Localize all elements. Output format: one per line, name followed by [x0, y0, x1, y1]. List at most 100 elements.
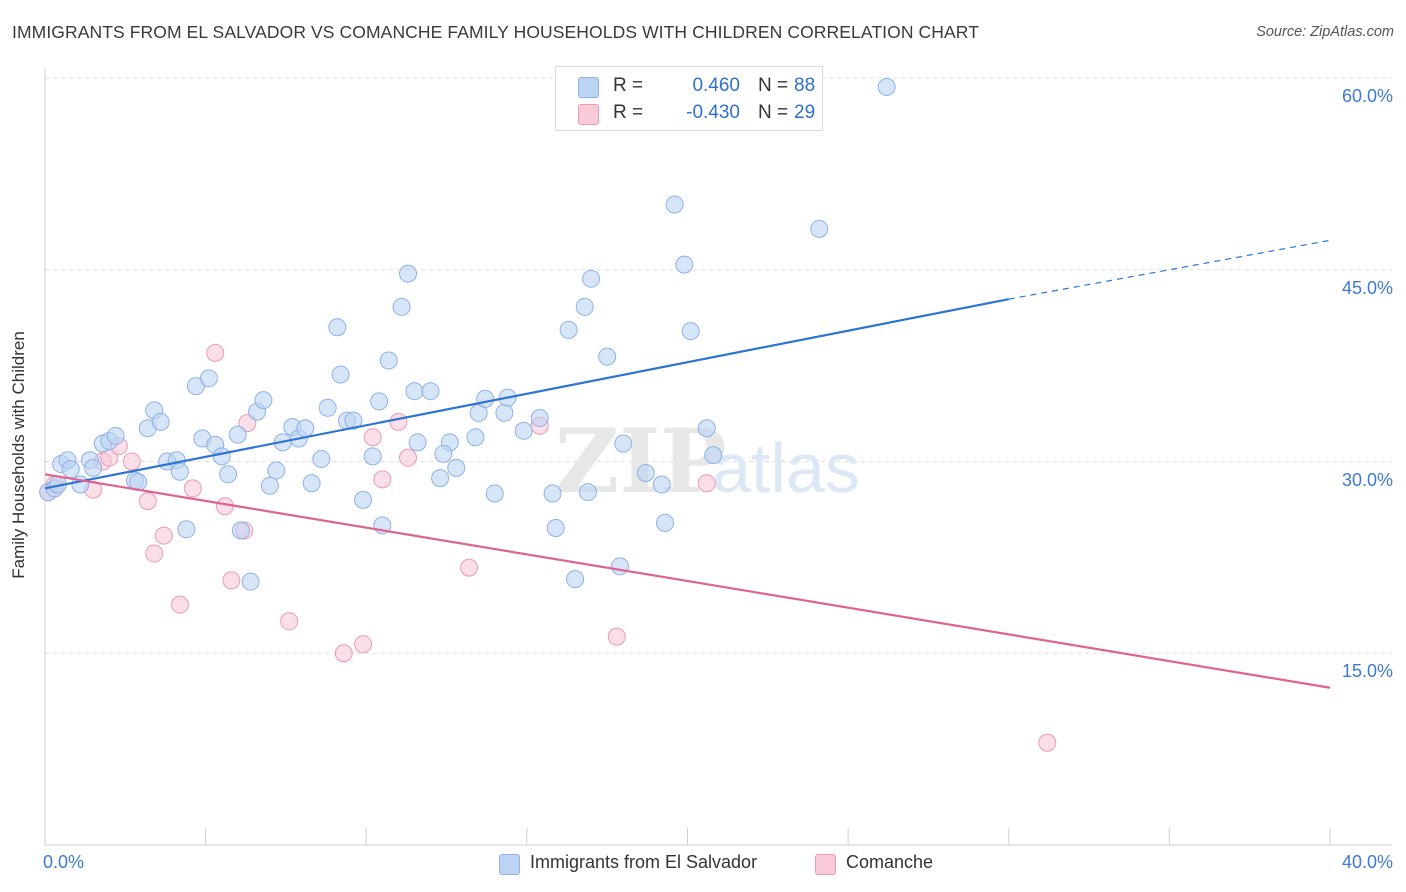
el-salvador-point [530, 409, 549, 428]
comanche-point [170, 595, 189, 614]
n-value: 88 [794, 75, 816, 96]
comanche-point [1038, 733, 1057, 752]
el-salvador-point [151, 412, 170, 431]
comanche-point [389, 412, 408, 431]
el-salvador-point [495, 403, 514, 422]
el-salvador-points [39, 77, 896, 591]
el-salvador-point [318, 398, 337, 417]
comanche-point [354, 635, 373, 654]
comanche-point [206, 343, 225, 362]
comanche-point [607, 627, 626, 646]
y-tick-label: 45.0% [1341, 277, 1393, 298]
el-salvador-point [354, 490, 373, 509]
comanche-point [122, 452, 141, 471]
el-salvador-point [466, 428, 485, 447]
el-salvador-point [379, 351, 398, 370]
el-salvador-point [447, 458, 466, 477]
el-salvador-point [231, 521, 250, 540]
comanche-point [145, 544, 164, 563]
el-salvador-point [636, 464, 655, 483]
el-salvador-point [575, 297, 594, 316]
el-salvador-point [697, 419, 716, 438]
el-salvador-trend-line [44, 298, 1009, 490]
el-salvador-point [656, 513, 675, 532]
el-salvador-point [212, 447, 231, 466]
el-salvador-point [260, 476, 279, 495]
el-salvador-point [681, 322, 700, 341]
el-salvador-point [408, 433, 427, 452]
el-salvador-point [598, 347, 617, 366]
blue-swatch [578, 77, 599, 98]
el-salvador-point [61, 460, 80, 479]
el-salvador-point [559, 320, 578, 339]
n-label: N = [758, 75, 789, 96]
el-salvador-point [665, 195, 684, 214]
el-salvador-point [421, 382, 440, 401]
el-salvador-point [241, 572, 260, 591]
el-salvador-point [302, 474, 321, 493]
r-value: -0.430 [686, 102, 740, 123]
comanche-point [460, 558, 479, 577]
el-salvador-point [476, 389, 495, 408]
legend-label: Immigrants from El Salvador [530, 852, 758, 872]
el-salvador-point [267, 461, 286, 480]
el-salvador-point [106, 426, 125, 445]
source-label: Source: ZipAtlas.com [1256, 24, 1394, 40]
el-salvador-point [546, 518, 565, 537]
comanche-point [222, 571, 241, 590]
comanche-point [138, 492, 157, 511]
el-salvador-point [296, 419, 315, 438]
n-label: N = [758, 102, 789, 123]
x-tick-label: 0.0% [43, 852, 85, 872]
el-salvador-point [582, 269, 601, 288]
el-salvador-point [578, 483, 597, 502]
comanche-point [373, 470, 392, 489]
pink-swatch [578, 104, 599, 125]
zipatlas-watermark: ZIP atlas [555, 409, 860, 513]
el-salvador-point [652, 475, 671, 494]
el-salvador-point [312, 449, 331, 468]
r-label: R = [613, 75, 644, 96]
y-axis-label: Family Households with Children [9, 331, 28, 579]
comanche-point [280, 612, 299, 631]
el-salvador-point [614, 434, 633, 453]
comanche-point [363, 428, 382, 447]
trend-lines [44, 239, 1331, 689]
el-salvador-point [810, 219, 829, 238]
axes [44, 68, 1392, 846]
y-tick-label: 60.0% [1341, 86, 1393, 106]
r-value: 0.460 [692, 75, 740, 96]
el-salvador-point [254, 391, 273, 410]
svg-text:atlas: atlas [712, 429, 860, 507]
comanche-point [334, 644, 353, 663]
correlation-legend: R = 0.460 N = 88 R = -0.430 N = 29 [555, 66, 823, 131]
y-tick-label: 15.0% [1341, 661, 1393, 682]
el-salvador-point [170, 462, 189, 481]
el-salvador-point [199, 369, 218, 388]
el-salvador-point [675, 255, 694, 274]
el-salvador-point [405, 382, 424, 401]
el-salvador-point [566, 570, 585, 589]
pink-swatch [815, 854, 836, 875]
el-salvador-point [877, 77, 896, 96]
el-salvador-point [363, 447, 382, 466]
comanche-point [697, 474, 716, 493]
comanche-trend-line [44, 473, 1331, 689]
el-salvador-point [611, 557, 630, 576]
blue-swatch [499, 854, 520, 875]
el-salvador-point [344, 411, 363, 430]
el-salvador-point [219, 465, 238, 484]
el-salvador-point [543, 484, 562, 503]
chart-title: IMMIGRANTS FROM EL SALVADOR VS COMANCHE … [12, 22, 979, 42]
comanche-point [399, 448, 418, 467]
el-salvador-point [485, 484, 504, 503]
grid-lines [45, 77, 1392, 654]
el-salvador-point [84, 458, 103, 477]
comanche-points [39, 343, 1057, 752]
el-salvador-point [704, 446, 723, 465]
el-salvador-point [228, 425, 247, 444]
comanche-point [238, 414, 257, 433]
el-salvador-point [370, 392, 389, 411]
el-salvador-point [177, 520, 196, 539]
